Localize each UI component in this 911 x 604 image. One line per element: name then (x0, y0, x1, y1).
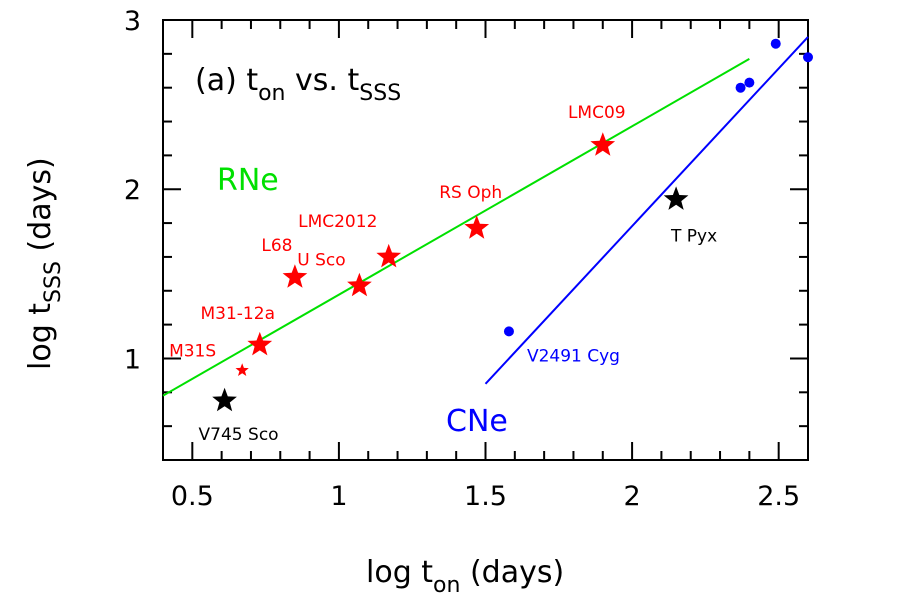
x-tick-label: 1.5 (464, 481, 507, 512)
star-label: V745 Sco (199, 425, 279, 445)
panel-title-sss-sub: SSS (359, 81, 401, 106)
x-tick-label: 0.5 (171, 481, 214, 512)
y-axis-title: log tSSS (days) (23, 157, 66, 370)
y-axis-title-sub: SSS (41, 261, 66, 303)
panel-title-on-sub: on (258, 81, 285, 106)
cne-dot (735, 82, 746, 93)
cne-dot (503, 326, 514, 337)
cne-dot (744, 77, 755, 88)
star-marker (247, 331, 273, 356)
star-label: LMC2012 (298, 212, 377, 232)
star-marker (235, 363, 249, 376)
data-marks (212, 38, 813, 412)
y-tick-label: 3 (124, 6, 141, 37)
cne-dot (770, 38, 781, 49)
group-label-cne: CNe (446, 404, 508, 439)
y-axis-title-prefix: log t (23, 303, 58, 370)
star-marker (282, 264, 308, 288)
star-label: L68 (261, 236, 292, 256)
y-tick-label: 2 (124, 175, 141, 206)
star-marker (376, 243, 402, 268)
group-label-rne: RNe (217, 163, 279, 198)
x-tick-label: 1 (330, 481, 347, 512)
star-marker (212, 387, 237, 412)
panel-title: (a) ton vs. tSSS (195, 63, 401, 106)
y-axis-title-suffix: (days) (23, 157, 58, 261)
star-label: M31S (169, 341, 216, 361)
cne-dot (803, 52, 813, 63)
x-axis-title-suffix: (days) (460, 555, 564, 590)
star-marker (347, 272, 372, 297)
star-marker (663, 186, 689, 210)
x-axis-title-sub: on (433, 573, 460, 598)
y-tick-label: 1 (124, 344, 141, 375)
star-label: U Sco (297, 251, 345, 271)
x-tick-label: 2.5 (757, 481, 800, 512)
star-label: RS Oph (439, 183, 502, 203)
x-axis-title-prefix: log t (366, 555, 433, 590)
axis-tick-labels: 0.5 1 1.5 2 2.5 1 2 3 (124, 6, 800, 512)
panel-title-mid: vs. t (286, 63, 360, 98)
rne-fit-line (162, 58, 750, 397)
star-label: LMC09 (568, 103, 626, 123)
dot-label: V2491 Cyg (527, 346, 620, 366)
x-tick-label: 2 (623, 481, 640, 512)
panel-title-prefix: (a) t (195, 63, 258, 98)
star-label: M31-12a (201, 304, 275, 324)
star-marker (464, 215, 490, 239)
x-axis-title: log ton (days) (366, 555, 564, 598)
cne-fit-line (484, 36, 809, 385)
star-label: T Pyx (670, 226, 717, 246)
star-marker (590, 132, 616, 156)
